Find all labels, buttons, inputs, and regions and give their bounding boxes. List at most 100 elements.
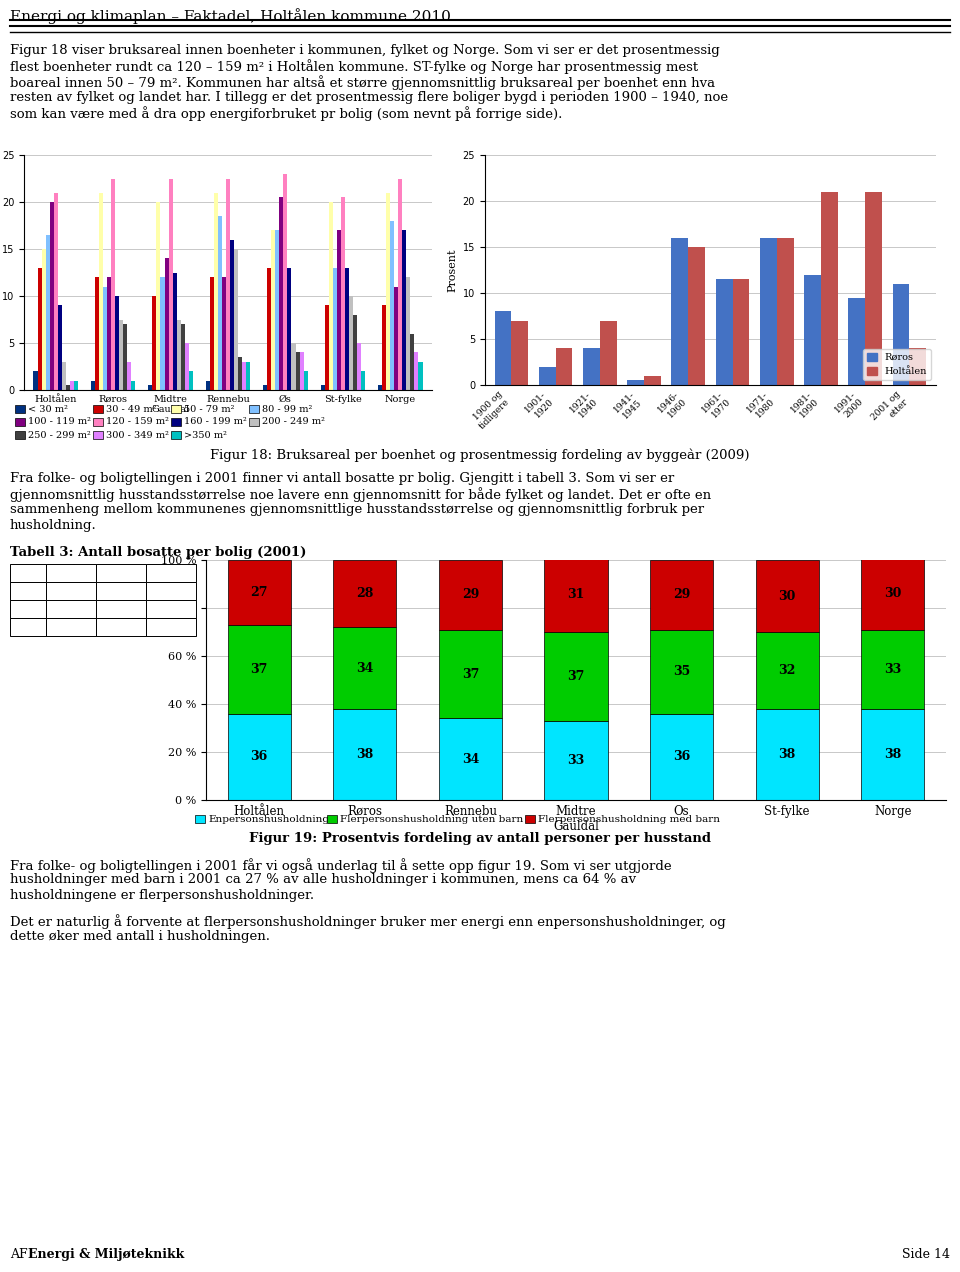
Text: sammenheng mellom kommunenes gjennomsnittlige husstandsstørrelse og gjennomsnitt: sammenheng mellom kommunenes gjennomsnit…: [10, 502, 704, 516]
Bar: [153, 296, 156, 391]
Bar: [539, 366, 556, 385]
Text: Figur 19: Prosentvis fordeling av antall personer per husstand: Figur 19: Prosentvis fordeling av antall…: [249, 832, 711, 845]
Bar: [494, 312, 512, 385]
Text: 37: 37: [462, 668, 479, 681]
Bar: [222, 277, 226, 391]
Text: 120 - 159 m²: 120 - 159 m²: [106, 417, 169, 426]
Text: Side 14: Side 14: [902, 1248, 950, 1261]
Bar: [283, 174, 287, 391]
Text: 2,3: 2,3: [61, 621, 81, 633]
Bar: [103, 286, 107, 391]
Text: 27: 27: [251, 586, 268, 599]
Text: Fra folke- og boligtellingen i 2001 finner vi antall bosatte pr bolig. Gjengitt : Fra folke- og boligtellingen i 2001 finn…: [10, 472, 674, 485]
Bar: [760, 238, 777, 385]
Text: 2,4: 2,4: [161, 603, 180, 616]
Text: Enpersonshusholdning: Enpersonshusholdning: [208, 814, 329, 823]
Bar: [296, 352, 300, 391]
Bar: [37, 268, 41, 391]
Bar: [234, 249, 238, 391]
Text: 37: 37: [567, 670, 585, 683]
Bar: [909, 349, 926, 385]
Bar: [821, 192, 838, 385]
Bar: [292, 343, 296, 391]
Bar: [439, 630, 502, 719]
Text: 80 - 99 m²: 80 - 99 m²: [262, 404, 312, 413]
Text: 34: 34: [462, 753, 479, 766]
Bar: [849, 298, 865, 385]
Bar: [173, 272, 177, 391]
Text: Tabell 3: Antall bosatte per bolig (2001): Tabell 3: Antall bosatte per bolig (2001…: [10, 546, 306, 558]
Text: 100 - 119 m²: 100 - 119 m²: [28, 417, 91, 426]
Bar: [544, 721, 608, 800]
Bar: [123, 324, 127, 391]
Bar: [149, 385, 153, 391]
Bar: [156, 202, 160, 391]
Bar: [357, 343, 361, 391]
Bar: [111, 178, 115, 391]
Text: 29: 29: [673, 588, 690, 602]
Bar: [378, 385, 382, 391]
Text: resten av fylket og landet har. I tillegg er det prosentmessig flere boliger byg: resten av fylket og landet har. I tilleg…: [10, 90, 728, 103]
Bar: [54, 192, 58, 391]
Bar: [756, 709, 819, 800]
Text: 32: 32: [779, 664, 796, 677]
Text: 1980: 1980: [13, 585, 43, 598]
Bar: [238, 357, 242, 391]
Text: dette øker med antall i husholdningen.: dette øker med antall i husholdningen.: [10, 930, 270, 943]
Bar: [276, 230, 279, 391]
Text: Energi & Miljøteknikk: Energi & Miljøteknikk: [28, 1248, 184, 1261]
Bar: [58, 305, 61, 391]
Bar: [671, 238, 688, 385]
Text: 30: 30: [884, 588, 901, 600]
Bar: [50, 202, 54, 391]
Bar: [246, 361, 251, 391]
Bar: [861, 630, 924, 709]
Bar: [353, 314, 357, 391]
Text: husholdning.: husholdning.: [10, 519, 97, 532]
Bar: [65, 385, 70, 391]
Text: 36: 36: [251, 750, 268, 763]
Bar: [324, 305, 329, 391]
Bar: [214, 192, 218, 391]
Text: 160 - 199 m²: 160 - 199 m²: [184, 417, 247, 426]
Bar: [160, 277, 164, 391]
Text: 38: 38: [779, 748, 796, 761]
Bar: [242, 361, 246, 391]
Bar: [95, 277, 99, 391]
Bar: [861, 557, 924, 630]
Text: 200 - 249 m²: 200 - 249 m²: [262, 417, 324, 426]
Text: 1990: 1990: [13, 603, 43, 616]
Bar: [544, 557, 608, 632]
Text: 38: 38: [884, 748, 901, 761]
Text: 33: 33: [884, 663, 901, 675]
Text: Figur 18: Bruksareal per boenhet og prosentmessig fordeling av byggeàr (2009): Figur 18: Bruksareal per boenhet og pros…: [210, 448, 750, 462]
Bar: [164, 258, 169, 391]
Text: Norge: Norge: [153, 566, 190, 580]
Bar: [391, 221, 395, 391]
Bar: [688, 247, 705, 385]
Text: 30 - 49 m²: 30 - 49 m²: [106, 404, 156, 413]
Text: Fra folke- og boligtellingen i 2001 får vi også underlag til å sette opp figur 1: Fra folke- og boligtellingen i 2001 får …: [10, 859, 672, 873]
Bar: [169, 178, 173, 391]
Bar: [650, 560, 713, 630]
Bar: [402, 230, 406, 391]
Bar: [341, 197, 345, 391]
Bar: [210, 277, 214, 391]
Text: 38: 38: [356, 748, 373, 761]
Bar: [893, 284, 909, 385]
Text: gjennomsnittlig husstandsstørrelse noe lavere enn gjennomsnitt for både fylket o: gjennomsnittlig husstandsstørrelse noe l…: [10, 487, 711, 502]
Bar: [544, 632, 608, 721]
Text: 2001: 2001: [13, 621, 43, 633]
Bar: [180, 324, 184, 391]
Bar: [439, 719, 502, 800]
Bar: [287, 268, 292, 391]
Text: boareal innen 50 – 79 m². Kommunen har altså et større gjennomsnittlig bruksarea: boareal innen 50 – 79 m². Kommunen har a…: [10, 75, 715, 90]
Bar: [177, 319, 180, 391]
Text: St-fylke: St-fylke: [98, 566, 144, 580]
Bar: [99, 192, 103, 391]
Bar: [756, 560, 819, 632]
Bar: [349, 296, 353, 391]
Bar: [127, 361, 132, 391]
Bar: [419, 361, 422, 391]
Bar: [650, 714, 713, 800]
